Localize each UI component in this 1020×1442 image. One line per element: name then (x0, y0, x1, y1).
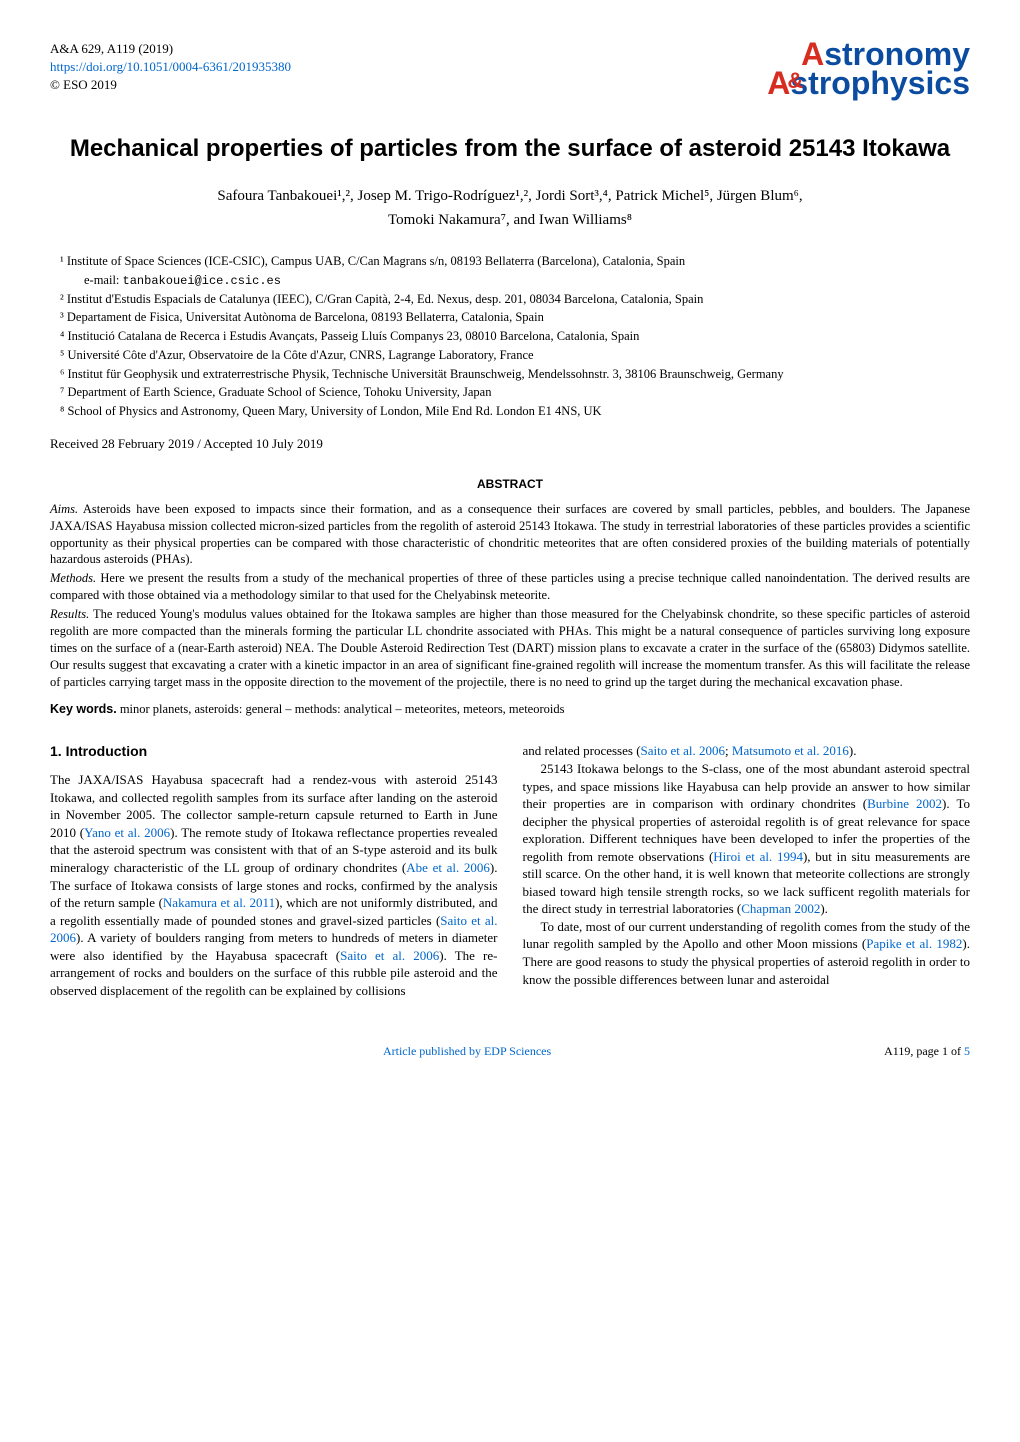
cite-matsumoto-2016[interactable]: Matsumoto et al. 2016 (732, 743, 849, 758)
column-left: 1. Introduction The JAXA/ISAS Hayabusa s… (50, 742, 498, 999)
cite-chapman-2002[interactable]: Chapman 2002 (741, 901, 820, 916)
cite-papike-1982[interactable]: Papike et al. 1982 (866, 936, 962, 951)
cite-abe-2006[interactable]: Abe et al. 2006 (406, 860, 490, 875)
affiliation-1: ¹ Institute of Space Sciences (ICE-CSIC)… (60, 252, 970, 271)
journal-ref: A&A 629, A119 (2019) (50, 40, 291, 58)
affiliation-8: ⁸ School of Physics and Astronomy, Queen… (60, 402, 970, 421)
affiliation-7: ⁷ Department of Earth Science, Graduate … (60, 383, 970, 402)
aims-label: Aims. (50, 502, 78, 516)
doi-link[interactable]: https://doi.org/10.1051/0004-6361/201935… (50, 59, 291, 74)
intro-paragraph-2: 25143 Itokawa belongs to the S-class, on… (523, 760, 971, 918)
header-left: A&A 629, A119 (2019) https://doi.org/10.… (50, 40, 291, 95)
cite-hiroi-1994[interactable]: Hiroi et al. 1994 (713, 849, 803, 864)
affiliations: ¹ Institute of Space Sciences (ICE-CSIC)… (50, 252, 970, 421)
total-pages-link[interactable]: 5 (964, 1044, 970, 1058)
results-label: Results. (50, 607, 89, 621)
cite-yano-2006[interactable]: Yano et al. 2006 (84, 825, 170, 840)
journal-logo: Astronomy &Astrophysics (751, 40, 970, 98)
two-column-body: 1. Introduction The JAXA/ISAS Hayabusa s… (50, 742, 970, 999)
column-right: and related processes (Saito et al. 2006… (523, 742, 971, 999)
results-text: The reduced Young's modulus values obtai… (50, 607, 970, 689)
logo-ampersand: & (787, 68, 803, 93)
abstract-heading: ABSTRACT (50, 477, 970, 491)
intro-paragraph-1: The JAXA/ISAS Hayabusa spacecraft had a … (50, 771, 498, 999)
methods-text: Here we present the results from a study… (50, 571, 970, 602)
cite-burbine-2002[interactable]: Burbine 2002 (867, 796, 942, 811)
footer-page-number: A119, page 1 of 5 (884, 1044, 970, 1059)
footer-publisher[interactable]: Article published by EDP Sciences (383, 1044, 551, 1059)
header-row: A&A 629, A119 (2019) https://doi.org/10.… (50, 40, 970, 98)
keywords: Key words. minor planets, asteroids: gen… (50, 702, 970, 717)
intro-paragraph-1-cont: and related processes (Saito et al. 2006… (523, 742, 971, 760)
affiliation-3: ³ Departament de Fisica, Universitat Aut… (60, 308, 970, 327)
page-title: Mechanical properties of particles from … (50, 133, 970, 164)
corresponding-email: tanbakouei@ice.csic.es (123, 274, 281, 288)
logo-astrophysics: &Astrophysics (751, 69, 970, 98)
page-footer: Article published by EDP Sciences A119, … (50, 1044, 970, 1059)
cite-saito-2006-c[interactable]: Saito et al. 2006 (641, 743, 726, 758)
section-1-heading: 1. Introduction (50, 742, 498, 761)
authors: Safoura Tanbakouei¹,², Josep M. Trigo-Ro… (50, 184, 970, 232)
abstract-results: Results. The reduced Young's modulus val… (50, 606, 970, 690)
keywords-text: minor planets, asteroids: general – meth… (117, 702, 565, 716)
authors-line2: Tomoki Nakamura⁷, and Iwan Williams⁸ (388, 212, 632, 228)
affiliation-4: ⁴ Institució Catalana de Recerca i Estud… (60, 327, 970, 346)
authors-line1: Safoura Tanbakouei¹,², Josep M. Trigo-Ro… (217, 188, 802, 204)
abstract-aims: Aims. Asteroids have been exposed to imp… (50, 501, 970, 569)
methods-label: Methods. (50, 571, 96, 585)
abstract-body: Aims. Asteroids have been exposed to imp… (50, 501, 970, 691)
intro-paragraph-3: To date, most of our current understandi… (523, 918, 971, 988)
cite-nakamura-2011[interactable]: Nakamura et al. 2011 (163, 895, 275, 910)
received-accepted-dates: Received 28 February 2019 / Accepted 10 … (50, 436, 970, 452)
affiliation-6: ⁶ Institut für Geophysik und extraterres… (60, 365, 970, 384)
aims-text: Asteroids have been exposed to impacts s… (50, 502, 970, 567)
copyright: © ESO 2019 (50, 76, 291, 94)
keywords-label: Key words. (50, 702, 117, 716)
affiliation-5: ⁵ Université Côte d'Azur, Observatoire d… (60, 346, 970, 365)
affiliation-2: ² Institut d'Estudis Espacials de Catalu… (60, 290, 970, 309)
cite-saito-2006-b[interactable]: Saito et al. 2006 (340, 948, 439, 963)
abstract-methods: Methods. Here we present the results fro… (50, 570, 970, 604)
logo-strophysics: strophysics (790, 65, 970, 101)
